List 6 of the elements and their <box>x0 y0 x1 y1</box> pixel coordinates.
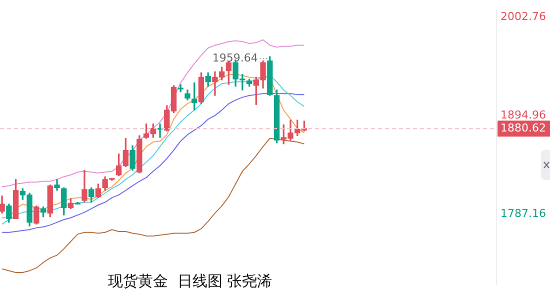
annotation: 1959.64 <box>212 51 258 64</box>
text: 现货黄金 日线图 张尧浠 <box>108 272 272 290</box>
ref-line-label: 1880.62 <box>500 122 546 135</box>
y-tick-label: 1894.96 <box>500 108 546 122</box>
y-tick-label: 1787.16 <box>500 206 546 220</box>
y-tick-label: 2002.76 <box>500 10 546 24</box>
